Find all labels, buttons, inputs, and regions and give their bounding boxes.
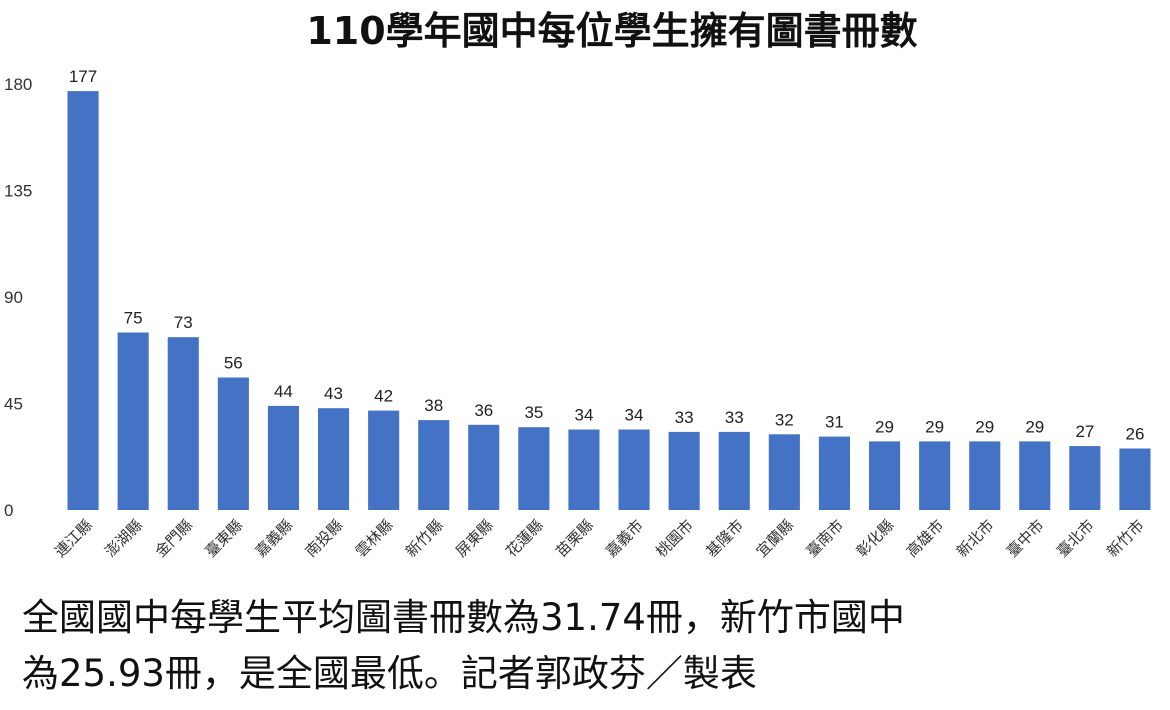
data-label: 36 bbox=[474, 401, 493, 420]
category-labels-group: 連江縣 澎湖縣 金門縣 臺東縣 嘉義縣 南投縣 雲林縣 新竹縣 屏東縣 花蓮縣 苗栗縣 嘉義市 桃園市基… bbox=[51, 516, 1148, 561]
bar bbox=[1019, 441, 1051, 510]
bar bbox=[217, 377, 249, 510]
bar bbox=[117, 332, 149, 510]
x-tick-label: 嘉義縣 bbox=[252, 516, 297, 561]
data-labels-group: 177 75 73 56 44 43 42 38 36 35 34 34 33 33 32 31 29 29 29 2… bbox=[69, 67, 1145, 443]
x-tick-label: 臺南市 bbox=[803, 516, 848, 561]
data-label: 29 bbox=[925, 417, 944, 436]
bar bbox=[318, 408, 350, 510]
data-label: 29 bbox=[875, 417, 894, 436]
data-label: 26 bbox=[1126, 425, 1145, 444]
bars-group bbox=[67, 91, 1151, 510]
x-tick-label: 桃園市 bbox=[652, 516, 697, 561]
bar-chart: 110學年國中每位學生擁有圖書冊數 0 45 90 135 180 177 75 73 56 4… bbox=[4, 9, 1151, 561]
bar bbox=[718, 431, 750, 510]
data-label: 73 bbox=[174, 313, 193, 332]
x-tick-label: 南投縣 bbox=[302, 516, 347, 561]
bar bbox=[1069, 446, 1101, 510]
x-tick-label: 花蓮縣 bbox=[502, 516, 547, 561]
data-label: 29 bbox=[1025, 417, 1044, 436]
x-tick-label: 屏東縣 bbox=[452, 516, 497, 561]
bar bbox=[568, 429, 600, 510]
data-label: 29 bbox=[975, 417, 994, 436]
x-tick-label: 新竹縣 bbox=[402, 516, 447, 561]
bar bbox=[668, 431, 700, 510]
x-tick-label: 澎湖縣 bbox=[101, 516, 146, 561]
x-tick-label: 彰化縣 bbox=[853, 516, 898, 561]
data-label: 33 bbox=[675, 408, 694, 427]
x-tick-label: 嘉義市 bbox=[602, 516, 647, 561]
bar bbox=[818, 436, 850, 510]
y-tick-label: 180 bbox=[4, 75, 32, 94]
bar bbox=[418, 420, 450, 510]
y-axis-ticks: 0 45 90 135 180 bbox=[4, 75, 32, 520]
data-label: 34 bbox=[625, 406, 644, 425]
x-tick-label: 金門縣 bbox=[151, 516, 196, 561]
y-tick-label: 45 bbox=[4, 395, 23, 414]
data-label: 27 bbox=[1075, 422, 1094, 441]
bar bbox=[468, 424, 500, 510]
caption-line-1: 全國國中每學生平均圖書冊數為31.74冊，新竹市國中 bbox=[22, 596, 905, 639]
data-label: 43 bbox=[324, 384, 343, 403]
bar bbox=[167, 337, 199, 510]
x-tick-label: 連江縣 bbox=[51, 516, 96, 561]
bar bbox=[618, 429, 650, 510]
bar bbox=[919, 441, 951, 510]
bar bbox=[768, 434, 800, 510]
bar bbox=[67, 91, 99, 510]
data-label: 34 bbox=[575, 406, 594, 425]
bar bbox=[869, 441, 901, 510]
x-tick-label: 宜蘭縣 bbox=[753, 516, 798, 561]
x-tick-label: 基隆市 bbox=[702, 516, 747, 561]
x-tick-label: 新竹市 bbox=[1103, 516, 1148, 561]
x-tick-label: 高雄市 bbox=[903, 516, 948, 561]
caption-line-2: 為25.93冊，是全國最低。記者郭政芬／製表 bbox=[22, 652, 757, 695]
data-label: 56 bbox=[224, 354, 243, 373]
chart-title: 110學年國中每位學生擁有圖書冊數 bbox=[306, 9, 917, 53]
y-tick-label: 0 bbox=[4, 501, 13, 520]
data-label: 38 bbox=[424, 396, 443, 415]
data-label: 35 bbox=[524, 403, 543, 422]
bar bbox=[518, 427, 550, 510]
y-tick-label: 90 bbox=[4, 288, 23, 307]
data-label: 33 bbox=[725, 408, 744, 427]
data-label: 44 bbox=[274, 382, 293, 401]
bar bbox=[1119, 448, 1151, 510]
data-label: 31 bbox=[825, 413, 844, 432]
data-label: 75 bbox=[124, 309, 143, 328]
x-tick-label: 新北市 bbox=[953, 516, 998, 561]
x-tick-label: 臺中市 bbox=[1003, 516, 1048, 561]
bar bbox=[969, 441, 1001, 510]
x-tick-label: 雲林縣 bbox=[352, 516, 397, 561]
bar bbox=[368, 410, 400, 510]
data-label: 32 bbox=[775, 410, 794, 429]
bar bbox=[267, 405, 299, 510]
data-label: 177 bbox=[69, 67, 97, 86]
x-tick-label: 臺北市 bbox=[1053, 516, 1098, 561]
y-tick-label: 135 bbox=[4, 182, 32, 201]
x-tick-label: 臺東縣 bbox=[202, 516, 247, 561]
x-tick-label: 苗栗縣 bbox=[552, 516, 597, 561]
data-label: 42 bbox=[374, 387, 393, 406]
